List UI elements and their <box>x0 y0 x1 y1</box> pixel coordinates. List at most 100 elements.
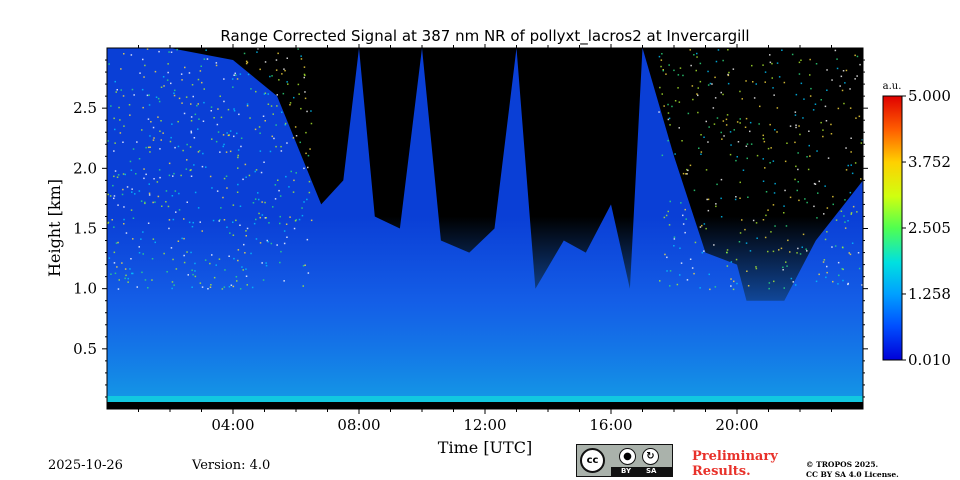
noise-speckle <box>259 242 262 244</box>
noise-speckle <box>131 188 133 190</box>
noise-speckle <box>116 266 118 268</box>
noise-speckle <box>223 100 225 103</box>
noise-speckle <box>826 231 828 233</box>
noise-speckle <box>747 196 749 198</box>
noise-speckle <box>138 158 141 160</box>
noise-speckle <box>784 160 787 163</box>
noise-speckle <box>156 181 159 183</box>
noise-speckle <box>147 222 150 224</box>
noise-speckle <box>310 122 313 125</box>
noise-speckle <box>293 96 295 99</box>
noise-speckle <box>166 79 169 81</box>
noise-speckle <box>256 51 258 53</box>
noise-speckle <box>300 107 302 110</box>
noise-speckle <box>167 205 170 208</box>
noise-speckle <box>711 83 713 85</box>
noise-speckle <box>845 169 848 171</box>
noise-speckle <box>783 212 785 214</box>
noise-speckle <box>141 129 143 131</box>
noise-speckle <box>796 252 798 254</box>
noise-speckle <box>145 146 147 149</box>
noise-speckle <box>798 125 800 127</box>
noise-speckle <box>123 223 125 225</box>
noise-speckle <box>294 126 297 128</box>
noise-speckle <box>796 189 798 192</box>
noise-speckle <box>197 78 200 81</box>
noise-speckle <box>814 183 817 185</box>
noise-speckle <box>143 177 145 180</box>
noise-speckle <box>227 108 230 111</box>
noise-speckle <box>693 54 695 56</box>
noise-speckle <box>302 285 304 287</box>
copyright-note: © TROPOS 2025. CC BY SA 4.0 License. <box>806 460 899 480</box>
noise-speckle <box>119 132 122 134</box>
noise-speckle <box>768 287 770 290</box>
noise-speckle <box>744 126 747 128</box>
noise-speckle <box>235 276 238 278</box>
noise-speckle <box>660 65 662 68</box>
noise-speckle <box>120 68 122 70</box>
noise-speckle <box>144 64 146 67</box>
noise-speckle <box>174 190 177 192</box>
noise-speckle <box>246 103 249 105</box>
noise-speckle <box>131 272 133 275</box>
noise-speckle <box>121 262 123 264</box>
noise-speckle <box>727 49 729 51</box>
noise-speckle <box>175 268 178 270</box>
noise-speckle <box>234 72 236 75</box>
noise-speckle <box>215 140 218 143</box>
noise-speckle <box>183 237 185 240</box>
noise-speckle <box>260 171 263 174</box>
noise-speckle <box>135 173 137 175</box>
noise-speckle <box>255 90 257 93</box>
noise-speckle <box>768 282 771 284</box>
noise-speckle <box>669 200 671 203</box>
noise-speckle <box>158 169 161 171</box>
noise-speckle <box>239 205 242 207</box>
noise-speckle <box>148 104 151 106</box>
noise-speckle <box>186 143 188 146</box>
noise-speckle <box>744 228 746 231</box>
noise-speckle <box>266 239 268 242</box>
noise-speckle <box>739 181 741 184</box>
colorbar-tick-label: 1.258 <box>908 285 951 303</box>
noise-speckle <box>147 146 150 149</box>
noise-speckle <box>707 141 709 143</box>
noise-speckle <box>837 261 840 264</box>
noise-speckle <box>730 278 732 280</box>
noise-speckle <box>674 100 677 102</box>
noise-speckle <box>705 120 707 123</box>
noise-speckle <box>858 267 861 270</box>
noise-speckle <box>223 177 226 180</box>
noise-speckle <box>309 148 311 150</box>
noise-speckle <box>127 281 129 283</box>
noise-speckle <box>849 253 852 256</box>
noise-speckle <box>751 64 753 67</box>
noise-speckle <box>716 117 719 119</box>
noise-speckle <box>263 161 265 163</box>
noise-speckle <box>267 93 269 95</box>
noise-speckle <box>310 219 313 222</box>
noise-speckle <box>202 120 205 122</box>
noise-speckle <box>113 251 116 254</box>
noise-speckle <box>200 65 202 67</box>
noise-speckle <box>841 89 844 92</box>
noise-speckle <box>806 201 808 204</box>
noise-speckle <box>734 198 737 201</box>
noise-speckle <box>215 62 218 64</box>
noise-speckle <box>673 236 676 238</box>
noise-speckle <box>279 261 281 264</box>
noise-speckle <box>172 218 175 221</box>
noise-speckle <box>196 104 198 107</box>
noise-speckle <box>715 60 718 63</box>
noise-speckle <box>792 281 794 283</box>
noise-speckle <box>824 105 827 108</box>
noise-speckle <box>144 279 147 281</box>
noise-speckle <box>662 69 664 71</box>
noise-speckle <box>109 195 112 197</box>
noise-speckle <box>809 58 811 61</box>
noise-speckle <box>795 93 798 96</box>
noise-speckle <box>676 283 679 286</box>
noise-speckle <box>693 189 696 192</box>
noise-speckle <box>795 126 797 129</box>
